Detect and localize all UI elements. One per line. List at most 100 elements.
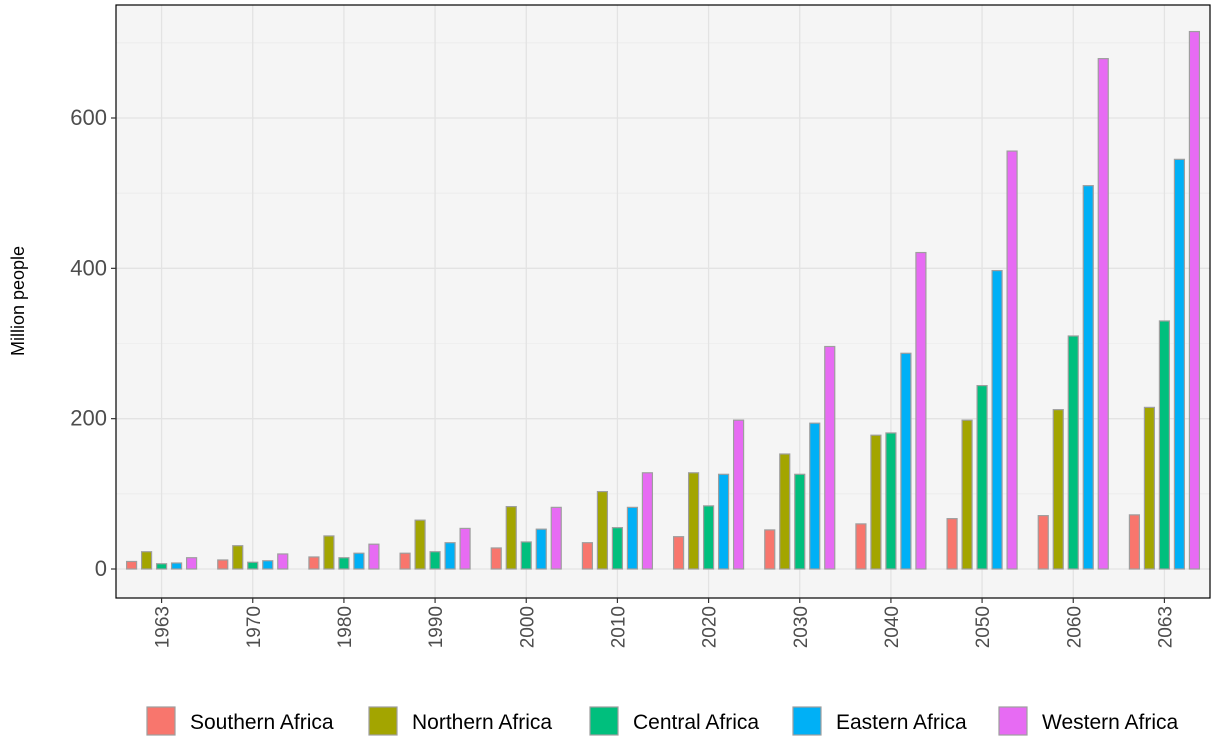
x-tick-label: 2010 [608,606,629,648]
bar [444,542,456,570]
bar [915,251,927,570]
legend-key [998,706,1028,736]
y-tick-label: 200 [70,406,107,431]
y-tick-label: 600 [70,105,107,130]
bar [353,552,365,570]
bar [976,384,988,570]
bar [779,453,791,570]
legend: Southern Africa Northern Africa Central Af… [146,706,1178,736]
bars [125,30,1201,570]
bar [1006,150,1018,570]
bar [611,527,624,570]
x-tick-label: 2030 [791,606,812,648]
bar [1158,320,1171,570]
x-tick-label: 2020 [700,606,721,648]
bar [1097,58,1109,570]
bar [1082,185,1094,570]
bar [687,472,700,570]
bar [170,562,183,570]
x-tick-label: 1990 [426,606,447,648]
x-tick-label: 2050 [973,606,994,648]
grid [116,5,1210,598]
x-tick-label: 2063 [1155,606,1176,648]
bar [308,556,320,570]
bar [338,557,350,570]
bar [429,551,441,570]
bar [399,552,411,570]
bar [732,419,745,570]
y-axis: 0 200 400 600 [70,105,116,581]
legend-label: Western Africa [1042,711,1178,734]
legend-label: Northern Africa [412,711,552,734]
legend-item: Southern Africa [146,706,334,736]
bar [550,506,562,570]
panel-background [116,5,1210,598]
bar [855,523,867,570]
bar [1052,409,1064,570]
bar [824,345,836,570]
x-tick-label: 2000 [517,606,538,648]
bar [991,269,1003,570]
bar [641,472,654,570]
y-tick-label: 0 [95,556,107,581]
bar [900,352,912,570]
bar [702,505,715,570]
bar [368,543,380,570]
bar [1128,514,1141,570]
legend-key [589,706,619,736]
bar [459,527,471,570]
bar [581,542,594,570]
x-axis: 1963 1970 1980 1990 2000 2010 2020 2030 2040 2050… [153,598,1176,648]
legend-item: Central Africa [589,706,759,736]
bar [885,432,897,570]
bar [232,545,244,570]
bar [961,419,973,570]
legend-item: Eastern Africa [792,706,967,736]
bar [505,506,517,570]
bar [217,559,229,570]
bar [535,528,547,570]
legend-key [146,706,176,736]
bar [1188,30,1201,570]
legend-label: Eastern Africa [836,711,967,734]
legend-label: Southern Africa [190,711,334,734]
legend-label: Central Africa [633,711,759,734]
x-tick-label: 1980 [335,606,356,648]
bar [125,560,138,570]
legend-key [792,706,822,736]
bar [1037,515,1049,570]
bar [794,473,806,570]
bar [185,557,198,570]
bar [1143,406,1156,570]
bar [809,422,821,570]
bar [414,519,426,570]
bar [323,535,335,570]
bar [1067,335,1079,570]
bar [155,563,168,570]
legend-item: Northern Africa [368,706,552,736]
x-tick-label: 1970 [244,606,265,648]
x-tick-label: 1963 [153,606,174,648]
bar [596,490,609,570]
x-tick-label: 2060 [1064,606,1085,648]
bar [626,506,639,570]
bar [717,473,730,570]
bar [946,518,958,570]
bar [490,547,502,570]
bar [247,561,259,570]
bar [672,536,685,570]
bar [277,553,289,570]
legend-item: Western Africa [998,706,1178,736]
bar [262,560,274,570]
panel-border [115,4,1211,599]
bar [870,434,882,570]
legend-key [368,706,398,736]
bar [764,529,776,570]
x-tick-label: 2040 [882,606,903,648]
bar [140,551,153,570]
bar [520,541,532,570]
y-axis-title: Million people [8,246,28,356]
bar [1173,158,1186,570]
y-tick-label: 400 [70,255,107,280]
